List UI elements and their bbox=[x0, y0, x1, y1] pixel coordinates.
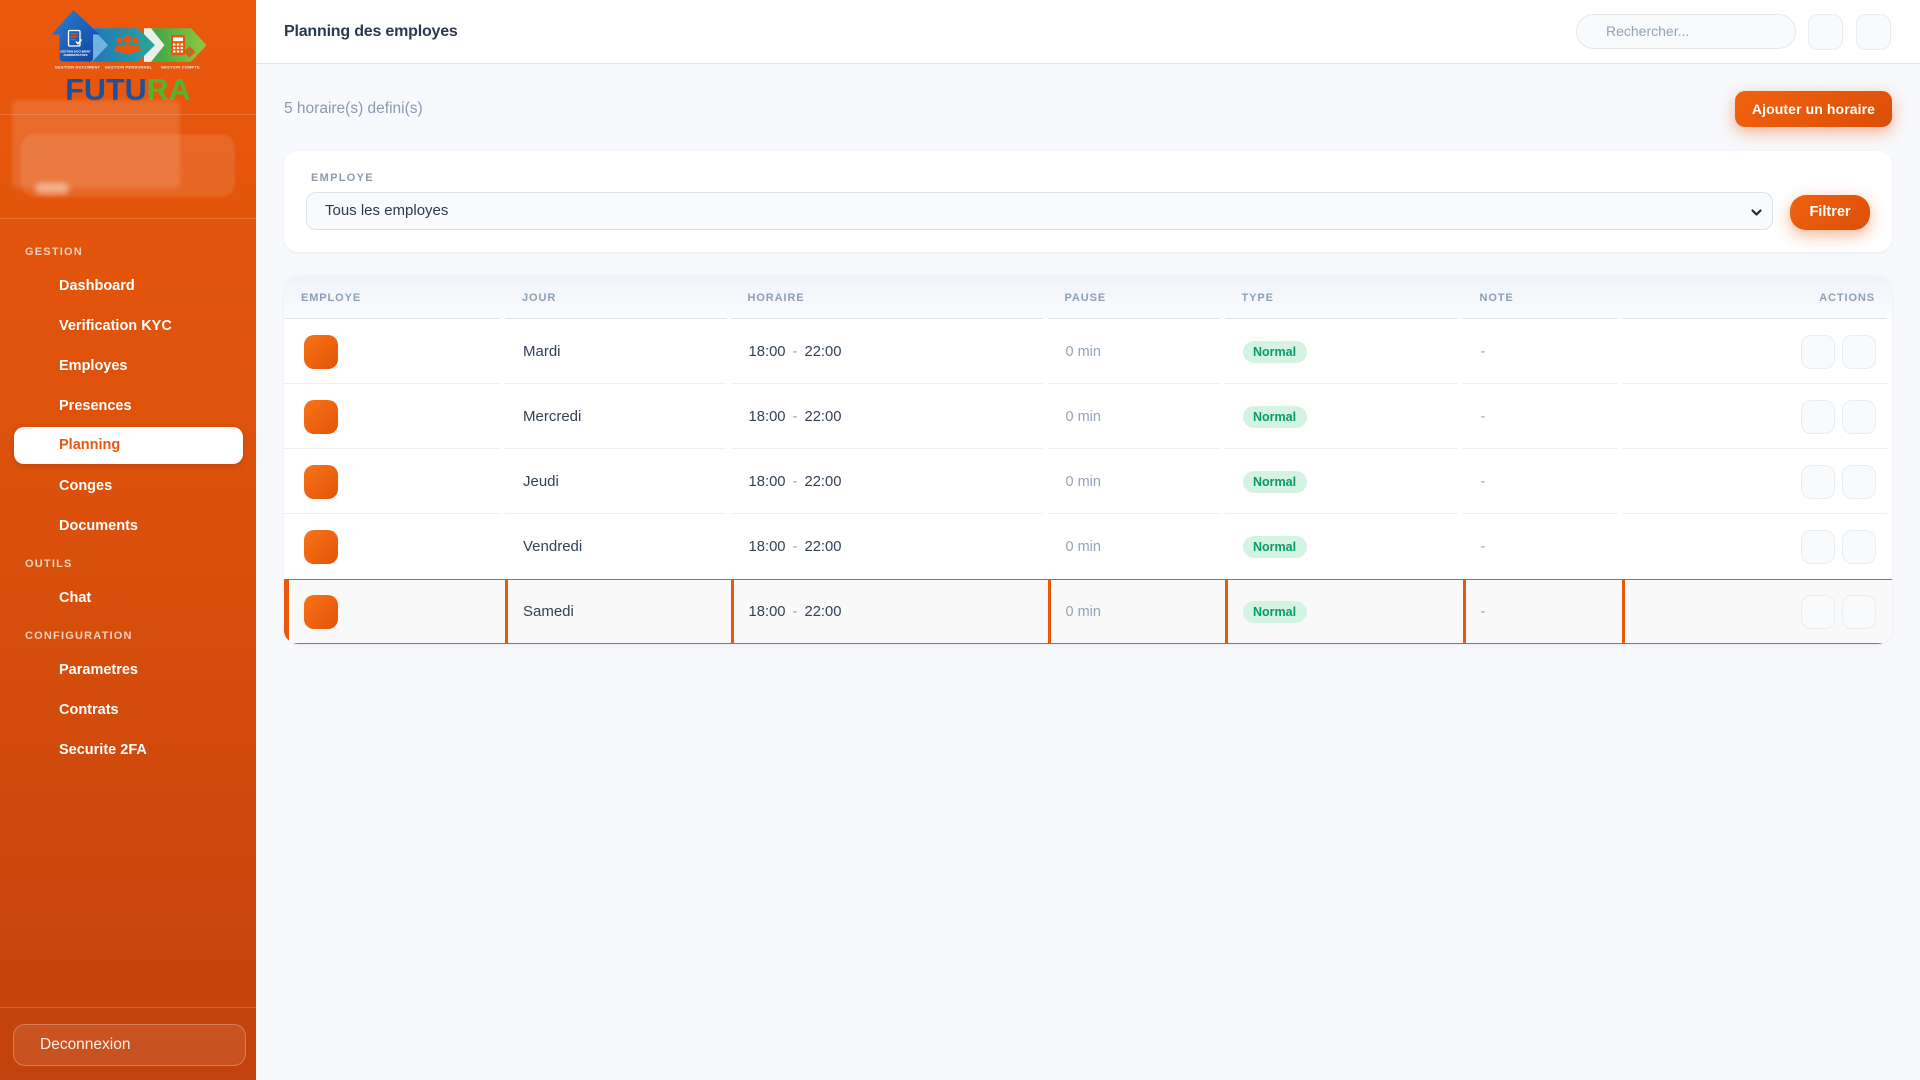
svg-text:GESTION DOCUMENT: GESTION DOCUMENT bbox=[55, 65, 101, 70]
svg-text:GESTION COMPTE: GESTION COMPTE bbox=[161, 65, 200, 70]
svg-text:ADMINISTRATIFS: ADMINISTRATIFS bbox=[63, 53, 87, 57]
svg-text:GESTION PERSONNEL: GESTION PERSONNEL bbox=[105, 65, 153, 70]
svg-text:GESTION DOCUMENT: GESTION DOCUMENT bbox=[60, 50, 91, 54]
